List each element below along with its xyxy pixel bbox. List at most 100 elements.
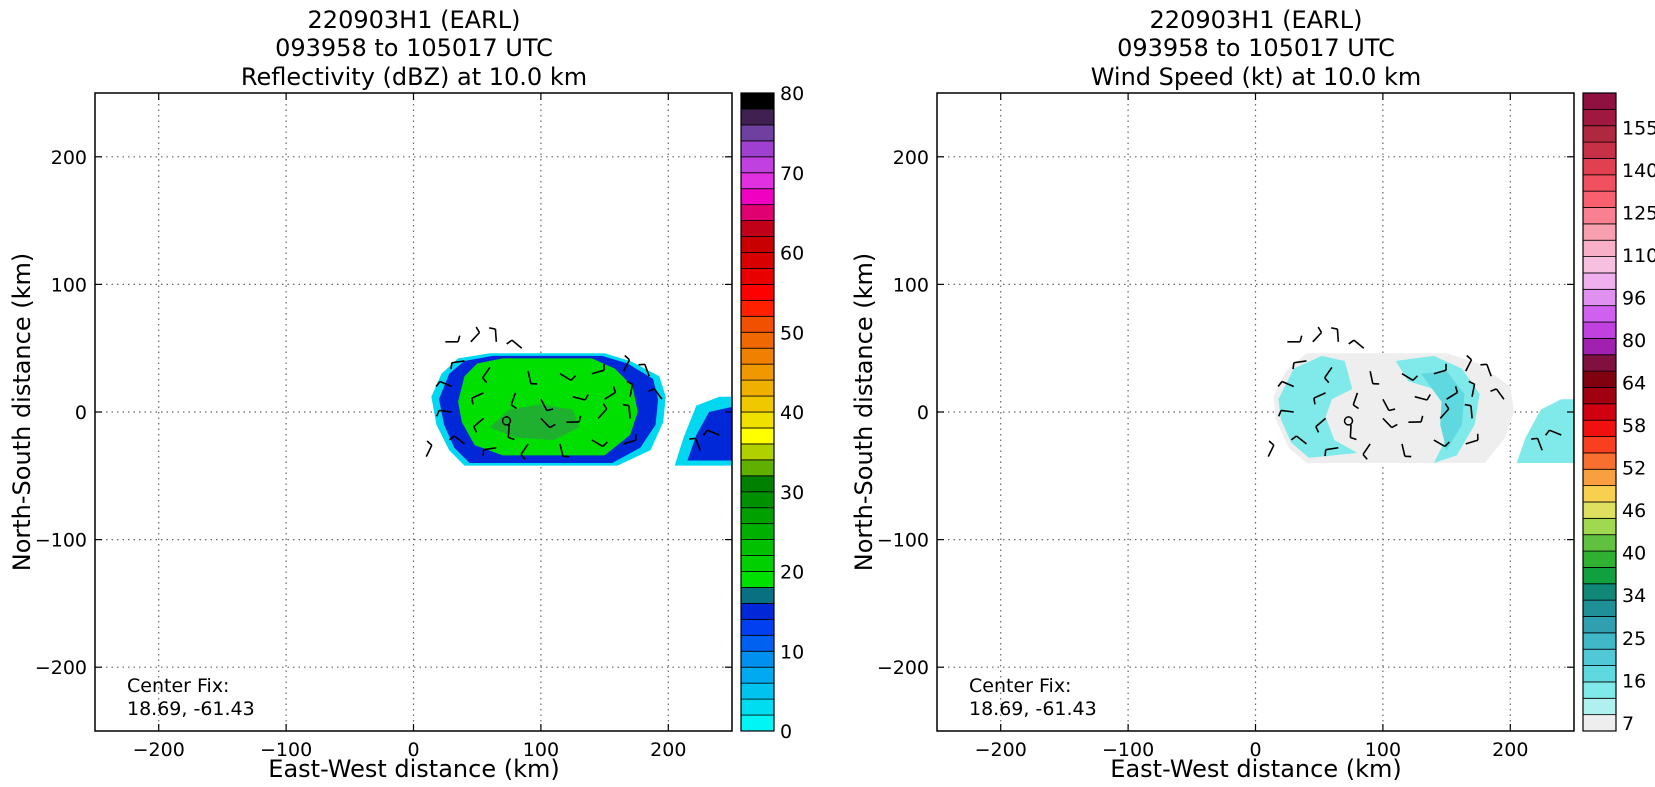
- wind-barbs: [425, 326, 720, 460]
- colorbar-segment: [1582, 436, 1617, 454]
- colorbar-tick-label: 96: [1622, 287, 1646, 309]
- wind-barb-flag: [1292, 362, 1295, 370]
- wind-speed-panel: 220903H1 (EARL) 093958 to 105017 UTC Win…: [850, 6, 1655, 783]
- wind-barb-staff: [1353, 339, 1365, 349]
- axis-ticks: −200 −100 0 100 200 −200 −100 0 100 200: [35, 93, 732, 761]
- colorbar-segment: [1582, 288, 1617, 307]
- colorbar-tick-label: 0: [780, 721, 792, 743]
- colorbar-segment: [740, 603, 775, 620]
- panel-title-line-3: Wind Speed (kt) at 10.0 km: [1091, 63, 1422, 91]
- colorbar-segment: [1582, 665, 1617, 683]
- wind-barb-flag: [1317, 326, 1323, 333]
- y-tick-label: −100: [35, 530, 87, 552]
- center-fix-label: Center Fix:: [127, 675, 229, 697]
- wind-barb-flag: [689, 437, 696, 440]
- y-tick-label: −200: [877, 657, 929, 679]
- colorbar-tick-label: 50: [780, 322, 804, 344]
- colorbar-segment: [1582, 599, 1617, 617]
- wind-barb-flag: [612, 386, 617, 393]
- wind-barb-flag: [1315, 426, 1320, 433]
- wind-barb-staff: [520, 443, 529, 455]
- colorbar-segment: [740, 331, 775, 349]
- wind-barb-staff: [559, 373, 572, 381]
- x-tick-label: 100: [1365, 739, 1401, 761]
- wind-barb-staff: [473, 417, 485, 428]
- wind-barb-staff: [438, 409, 452, 413]
- wind-barb-staff: [1352, 392, 1359, 406]
- colorbar-segment: [1582, 632, 1617, 650]
- wind-barb-flag: [1468, 380, 1475, 385]
- wind-barb-staff: [1349, 424, 1352, 438]
- colorbar-frame: [740, 92, 775, 732]
- colorbar-segment: [1582, 387, 1617, 405]
- wind-barb-staff: [1295, 435, 1307, 445]
- colorbar-segment: [1582, 697, 1617, 716]
- wind-barb-staff: [527, 371, 532, 384]
- wind-barb-flag: [1331, 327, 1338, 330]
- wind-barb-flag: [435, 410, 440, 417]
- colorbar-segment: [1582, 108, 1617, 127]
- colorbar-segment: [1582, 550, 1617, 568]
- wind-speed-colorbar: 7 16 25 34 40 46 52 58 64 80 96 110 125 140 155: [1582, 92, 1655, 735]
- colorbar-segment: [1582, 321, 1617, 339]
- colorbar-segment: [740, 666, 775, 684]
- colorbar-tick-label: 25: [1622, 628, 1646, 650]
- colorbar-tick-label: 34: [1622, 585, 1646, 607]
- wind-barb-staff: [1312, 331, 1323, 343]
- colorbar-segment: [740, 363, 775, 381]
- wind-barb-flag: [1299, 335, 1303, 343]
- x-axis-label: East-West distance (km): [1110, 755, 1401, 783]
- y-tick-label: 0: [75, 402, 87, 424]
- colorbar-tick-label: 16: [1622, 670, 1646, 692]
- colorbar-segment: [1582, 190, 1617, 208]
- wind-barb-flag: [546, 408, 554, 412]
- wind-barb-flag: [520, 453, 526, 460]
- wind-barb-flag: [426, 440, 433, 446]
- colorbar-tick-label: 125: [1622, 202, 1655, 224]
- colorbar-segment: [1582, 403, 1617, 421]
- wind-barb-staff: [1267, 444, 1275, 458]
- wind-barb-staff: [1433, 369, 1447, 375]
- colorbar-segment: [1582, 158, 1617, 176]
- wind-barb-staff: [597, 408, 608, 419]
- wind-barb-flag: [506, 339, 513, 345]
- wind-barb-staff: [628, 405, 631, 419]
- wind-barb-staff: [591, 369, 605, 375]
- wind-barb-flag: [624, 354, 631, 361]
- center-fix-label: Center Fix:: [969, 675, 1071, 697]
- center-fix-value: 18.69, -61.43: [127, 698, 255, 720]
- colorbar-segment: [740, 682, 775, 700]
- wind-barb-flag: [1420, 415, 1424, 423]
- colorbar-segment: [1582, 452, 1617, 470]
- wind-barb-staff: [1471, 384, 1476, 397]
- wind-barb-staff: [622, 359, 631, 372]
- wind-field-light: [1278, 355, 1358, 458]
- wind-barb-staff: [644, 364, 650, 377]
- wind-barb-flag: [448, 435, 455, 441]
- colorbar-segment: [740, 427, 775, 445]
- colorbar-tick-label: 155: [1622, 117, 1655, 139]
- colorbar-segment: [1582, 207, 1617, 225]
- wind-barb-staff: [483, 446, 497, 451]
- reflectivity-colorbar: 0 10 20 30 40 50 60 70 80: [740, 83, 804, 743]
- wind-barb-staff: [1382, 398, 1390, 411]
- wind-barb-staff: [653, 388, 663, 400]
- colorbar-segment: [740, 283, 775, 301]
- panel-title-line-3: Reflectivity (dBZ) at 10.0 km: [241, 63, 587, 91]
- colorbar-tick-label: 40: [780, 402, 804, 424]
- colorbar-segment: [1582, 223, 1617, 241]
- wind-barb-flag: [602, 441, 608, 448]
- colorbar-tick-label: 80: [780, 83, 804, 105]
- colorbar-frame: [1582, 92, 1617, 732]
- wind-barb-flag: [1412, 375, 1419, 381]
- wind-barb-flag: [435, 381, 441, 388]
- wind-barb-flag: [1290, 435, 1297, 441]
- colorbar-segment: [740, 315, 775, 333]
- wind-barb-flag: [471, 397, 474, 405]
- wind-barb-staff: [707, 429, 720, 436]
- wind-barb-staff: [1401, 373, 1414, 381]
- colorbar-segment: [740, 587, 775, 604]
- colorbar-segment: [740, 140, 775, 158]
- wind-barb-staff: [1401, 443, 1406, 457]
